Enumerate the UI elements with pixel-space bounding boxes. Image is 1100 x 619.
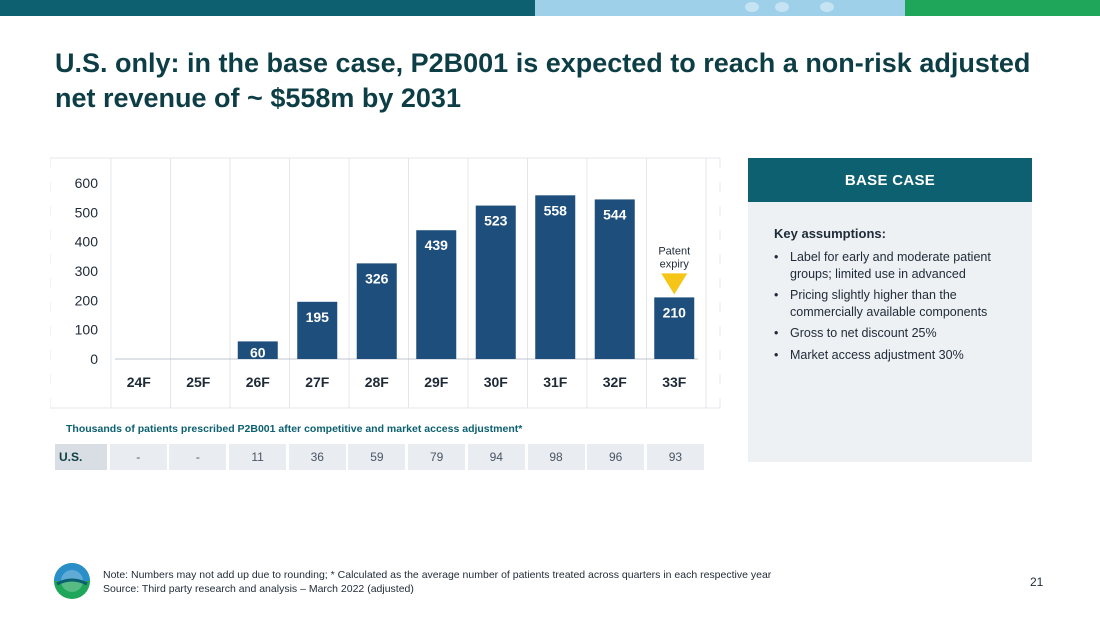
y-tick-label: 300 xyxy=(75,263,99,279)
table-cell: 11 xyxy=(229,444,287,470)
annotation-text: Patent xyxy=(658,245,690,257)
y-tick-label: 600 xyxy=(75,175,99,191)
revenue-chart: 0 100 200 300 400 500 600 60 195 326 439 523 558 544… xyxy=(49,150,725,415)
bullet-icon: • xyxy=(774,326,779,340)
assumption-item: • Label for early and moderate patient gr… xyxy=(774,249,1014,282)
molecule-icon xyxy=(775,2,789,12)
top-banner xyxy=(0,0,1100,16)
assumption-item: • Gross to net discount 25% xyxy=(774,325,1014,342)
data-label: 60 xyxy=(250,344,266,360)
table-cell: 36 xyxy=(288,444,346,470)
x-tick-label: 30F xyxy=(484,374,509,390)
molecule-icon xyxy=(820,2,834,12)
y-tick-label: 100 xyxy=(75,322,99,338)
data-label: 544 xyxy=(603,206,627,222)
table-cell: 94 xyxy=(467,444,525,470)
annotation-text: expiry xyxy=(660,258,690,270)
x-tick-label: 31F xyxy=(543,374,568,390)
y-tick-label: 0 xyxy=(90,351,98,367)
bullet-icon: • xyxy=(774,288,779,302)
x-tick-label: 29F xyxy=(424,374,449,390)
molecule-icon xyxy=(745,2,759,12)
x-tick-label: 32F xyxy=(603,374,628,390)
data-label: 439 xyxy=(425,237,449,253)
assumption-item: • Market access adjustment 30% xyxy=(774,347,1014,364)
x-tick-label: 28F xyxy=(365,374,390,390)
bar xyxy=(594,199,635,359)
table-cell: 59 xyxy=(348,444,406,470)
data-label: 195 xyxy=(306,309,330,325)
table-cell: - xyxy=(169,444,227,470)
banner-green xyxy=(905,0,1100,16)
assumptions-list: • Label for early and moderate patient gr… xyxy=(774,249,1014,363)
footnote-source: Source: Third party research and analysi… xyxy=(103,583,414,595)
banner-accent xyxy=(535,0,925,16)
bar-chart-svg: 0 100 200 300 400 500 600 60 195 326 439 523 558 544… xyxy=(49,157,721,409)
table-cell: - xyxy=(109,444,167,470)
data-label: 558 xyxy=(544,202,568,218)
table-cell: 79 xyxy=(408,444,466,470)
y-tick-label: 400 xyxy=(75,234,99,250)
y-tick-label: 500 xyxy=(75,204,99,220)
y-axis-ticks: 0 100 200 300 400 500 600 xyxy=(75,175,99,367)
data-label: 523 xyxy=(484,213,508,229)
patients-row: U.S. - - 11 36 59 79 94 98 96 93 xyxy=(55,444,704,470)
x-tick-label: 27F xyxy=(305,374,330,390)
assumption-text: Market access adjustment 30% xyxy=(790,347,964,362)
assumption-text: Label for early and moderate patient gro… xyxy=(790,250,991,281)
base-case-panel: BASE CASE Key assumptions: • Label for ea… xyxy=(748,158,1032,462)
assumption-item: • Pricing slightly higher than the commer… xyxy=(774,287,1014,320)
x-tick-label: 25F xyxy=(186,374,211,390)
x-tick-label: 33F xyxy=(662,374,687,390)
footnote: Note: Numbers may not add up due to roun… xyxy=(103,568,771,596)
table-cell: 96 xyxy=(587,444,645,470)
down-arrow-icon xyxy=(661,273,688,295)
assumption-text: Gross to net discount 25% xyxy=(790,326,937,340)
x-tick-label: 26F xyxy=(246,374,271,390)
x-axis-labels: 24F 25F 26F 27F 28F 29F 30F 31F 32F 33F xyxy=(127,374,687,390)
x-tick-label: 24F xyxy=(127,374,152,390)
page-number: 21 xyxy=(1030,575,1044,589)
bar xyxy=(356,263,397,359)
assumption-text: Pricing slightly higher than the commerc… xyxy=(790,288,988,319)
bullet-icon: • xyxy=(774,250,779,264)
table-cell: 98 xyxy=(527,444,585,470)
data-label: 210 xyxy=(663,304,687,320)
company-logo-icon xyxy=(54,563,90,599)
bars: 60 195 326 439 523 558 544 210 xyxy=(237,195,695,360)
bar xyxy=(535,195,576,359)
page-title: U.S. only: in the base case, P2B001 is e… xyxy=(55,48,1031,113)
row-label-us: U.S. xyxy=(55,444,107,470)
bar xyxy=(475,205,516,359)
data-label: 326 xyxy=(365,270,389,286)
table-note: Thousands of patients prescribed P2B001 … xyxy=(66,423,523,435)
bar xyxy=(416,230,457,359)
table-cell: 93 xyxy=(646,444,704,470)
y-tick-label: 200 xyxy=(75,292,99,308)
bar xyxy=(237,341,278,359)
footnote-note: Note: Numbers may not add up due to roun… xyxy=(103,569,772,581)
key-assumptions-title: Key assumptions: xyxy=(774,226,886,241)
base-case-header: BASE CASE xyxy=(748,158,1032,202)
bullet-icon: • xyxy=(774,347,779,362)
bar xyxy=(654,297,695,359)
bar xyxy=(297,301,338,359)
chart-frame xyxy=(49,157,721,409)
